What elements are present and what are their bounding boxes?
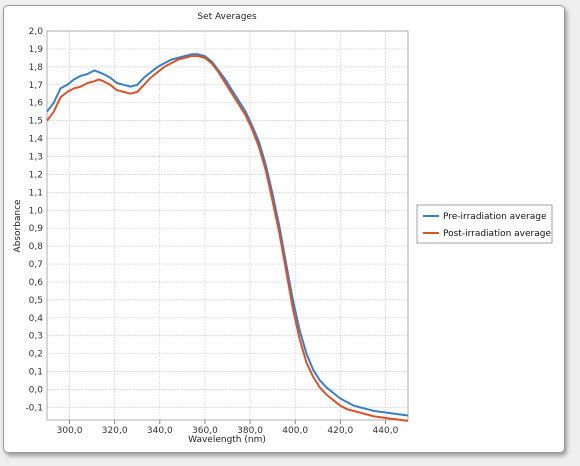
y-tick-label: 1,0 [29,206,44,216]
y-tick-label: 1,8 [29,63,44,73]
y-tick-label: 0,0 [29,386,44,396]
y-tick-label: 1,2 [29,170,43,180]
legend: Pre-irradiation average Post-irradiation … [416,204,553,244]
y-tick-label: -0,1 [25,403,43,413]
y-tick-label: 0,2 [29,350,43,360]
plot-area: 2,0 1,9 1,8 1,7 1,6 1,5 1,4 1,3 1,2 1,1 1,0 0,9 0,8 0… [25,27,409,436]
y-tick-label: 1,5 [29,117,43,127]
y-tick-label: 1,4 [29,135,44,145]
x-tick-label: 340,0 [147,426,173,436]
plot-border [46,30,409,421]
y-tick-label: 0,3 [29,332,43,342]
legend-label: Post-irradiation average [443,229,551,239]
y-tick-label: 0,1 [29,368,43,378]
y-tick-label: 0,4 [29,314,44,324]
x-tick-label: 400,0 [282,426,308,436]
y-tick-label: 0,7 [29,260,43,270]
y-tick-label: 1,7 [29,81,43,91]
series-line-pre-irradiation [46,53,409,417]
chart-title: Set Averages [197,12,257,22]
x-tick-label: 360,0 [192,426,218,436]
y-tick-label: 1,9 [29,45,44,55]
x-axis-label: Wavelength (nm) [188,435,266,445]
y-tick-label: 1,3 [29,152,43,162]
series-line-post-irradiation [46,55,409,422]
x-tick-label: 440,0 [373,426,399,436]
x-tick-label: 320,0 [102,426,128,436]
x-tick-label: 300,0 [57,426,83,436]
x-tick-label: 420,0 [327,426,353,436]
y-tick-label: 0,9 [29,224,44,234]
y-tick-label: 0,6 [29,278,44,288]
y-tick-label: 0,8 [29,242,44,252]
plot-background [47,31,408,420]
x-tick-label: 380,0 [237,426,263,436]
y-tick-label: 1,1 [29,188,43,198]
y-tick-label: 1,6 [29,99,44,109]
y-axis-label: Absorbance [13,199,23,253]
y-tick-label: 0,5 [29,296,43,306]
legend-box [416,204,553,244]
y-tick-label: 2,0 [29,27,44,37]
legend-label: Pre-irradiation average [443,212,547,222]
